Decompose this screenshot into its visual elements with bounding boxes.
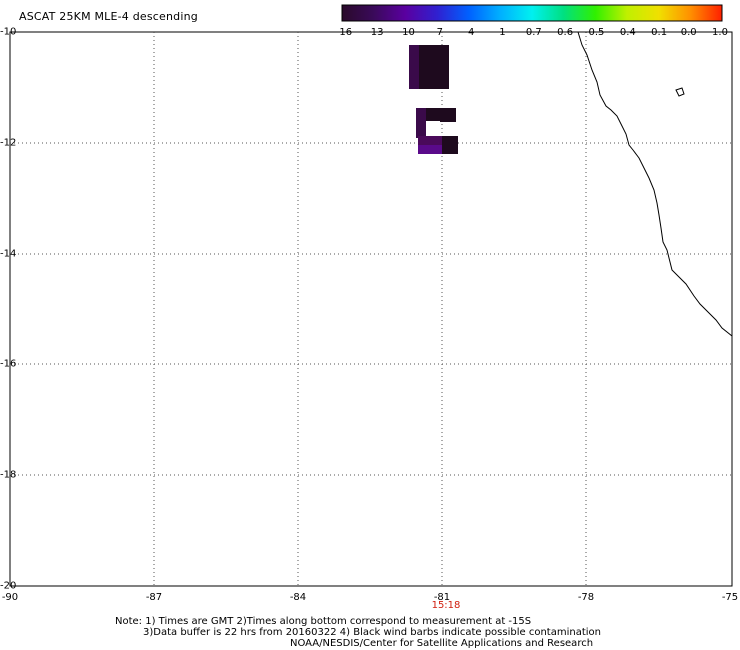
lat-label: -10 [0, 26, 17, 38]
colorbar-tick-label: 1.0 [712, 27, 728, 38]
lon-label: -78 [577, 592, 595, 603]
lon-label: -84 [289, 592, 307, 603]
colorbar-tick-label: -7 [433, 27, 443, 38]
colorbar-gradient [341, 4, 723, 22]
map-title: ASCAT 25KM MLE-4 descending [19, 10, 198, 23]
colorbar-tick-label: -1 [495, 27, 506, 38]
lat-label: -14 [0, 248, 17, 260]
colorbar [341, 4, 723, 22]
colorbar-tick-label: -0.1 [647, 27, 668, 38]
plot-frame [9, 31, 733, 587]
colorbar-tick-label: -0.7 [522, 27, 542, 38]
note-line-1: Note: 1) Times are GMT 2)Times along bot… [115, 616, 532, 627]
pass-time-label: 15:18 [431, 600, 461, 611]
note-line-3: NOAA/NESDIS/Center for Satellite Applica… [290, 638, 594, 649]
colorbar-tick-label: -10 [398, 27, 415, 38]
graticule [10, 32, 732, 586]
lat-label: -18 [0, 469, 17, 481]
colorbar-tick-label: -0.4 [616, 27, 636, 38]
island [675, 87, 685, 97]
data-cells [409, 45, 458, 154]
colorbar-tick-label: -0.5 [584, 27, 605, 38]
lat-label: -12 [0, 137, 17, 149]
lat-label: -20 [0, 580, 17, 592]
colorbar-tick-label: -16 [335, 27, 353, 38]
colorbar-tick-label: -4 [464, 27, 475, 38]
lon-label: -81 [433, 592, 451, 603]
lon-label: -75 [721, 592, 739, 603]
colorbar-tick-label: 0.0 [680, 27, 697, 38]
coastline [577, 31, 733, 337]
note-line-2: 3)Data buffer is 22 hrs from 20160322 4)… [143, 627, 601, 638]
colorbar-tick-label: -0.6 [553, 27, 574, 38]
lon-label: -90 [1, 592, 19, 603]
lon-label: -87 [145, 592, 163, 603]
lat-label: -16 [0, 358, 17, 370]
colorbar-tick-label: -13 [367, 27, 384, 38]
